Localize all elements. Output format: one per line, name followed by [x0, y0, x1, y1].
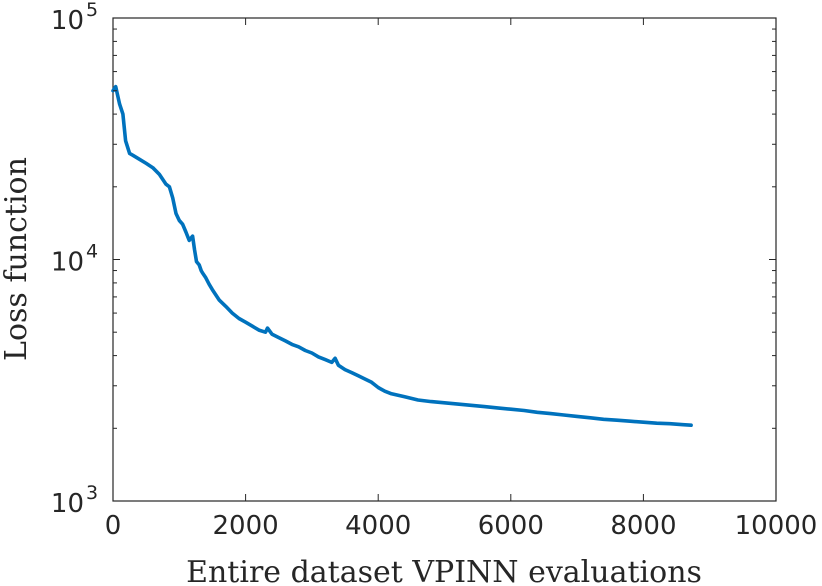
plot-area: [112, 17, 777, 502]
data-layer: [111, 84, 693, 428]
y-tick-label: 10 5: [51, 0, 98, 36]
plot-background: [113, 18, 776, 501]
y-tick-exponent: 4: [86, 241, 98, 263]
y-tick-base: 10: [51, 6, 84, 36]
series-line-0: [111, 84, 693, 428]
y-tick-base: 10: [51, 489, 84, 519]
y-tick-base: 10: [51, 248, 84, 278]
x-tick-label: 0: [105, 511, 122, 541]
x-tick-label: 6000: [478, 511, 544, 541]
y-tick-exponent: 3: [86, 482, 98, 504]
x-axis: 0 2000 4000 6000 8000 10000: [105, 18, 818, 541]
x-tick-label: 8000: [610, 511, 676, 541]
x-axis-label: Entire dataset VPINN evaluations: [186, 555, 702, 586]
x-tick-label: 10000: [735, 511, 818, 541]
y-axis-label: Loss function: [0, 157, 34, 361]
x-tick-label: 2000: [213, 511, 279, 541]
y-tick-exponent: 5: [86, 0, 98, 21]
x-tick-label: 4000: [345, 511, 411, 541]
y-tick-label: 10 3: [51, 482, 98, 519]
y-tick-label: 10 4: [51, 241, 98, 278]
